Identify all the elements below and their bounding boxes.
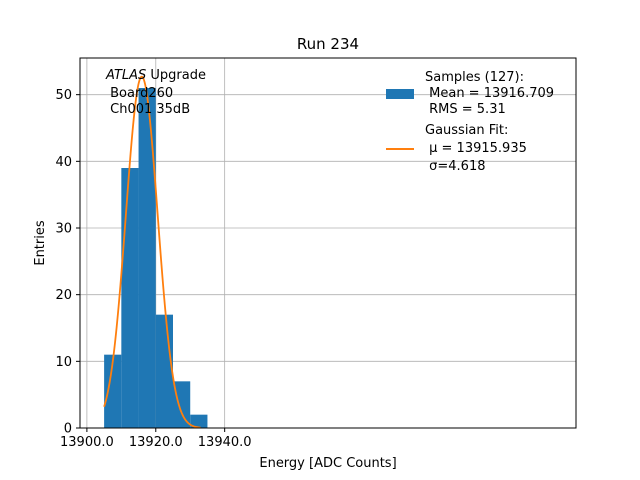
x-tick-label-0: 13900.0 — [60, 435, 114, 450]
gaussian-fit-curve — [103, 75, 201, 429]
y-tick-label-0: 0 — [64, 422, 72, 437]
y-tick-label-1: 10 — [55, 355, 72, 370]
histogram-bar-2 — [138, 88, 156, 428]
histogram-bar-3 — [155, 314, 173, 428]
annotation-line-3: Ch001 35dB — [106, 102, 190, 117]
legend: Samples (127): Mean = 13916.709 RMS = 5.… — [386, 70, 554, 174]
y-axis-label: Entries — [33, 220, 48, 266]
y-tick-label-3: 30 — [55, 222, 72, 237]
y-axis-ticks: 0 10 20 30 40 50 — [55, 88, 80, 437]
legend-samples-line-2: Mean = 13916.709 — [425, 86, 554, 101]
histogram-bar-1 — [121, 168, 139, 428]
legend-fit-line-3: σ=4.618 — [425, 159, 485, 174]
plot-frame — [79, 57, 577, 429]
histogram-bars — [104, 88, 208, 428]
x-axis-label: Energy [ADC Counts] — [259, 456, 396, 471]
legend-samples-line-3: RMS = 5.31 — [425, 102, 506, 117]
gaussian-fit-path — [103, 75, 201, 429]
legend-fit-line-2: μ = 13915.935 — [425, 141, 527, 156]
x-tick-label-2: 13940.0 — [198, 435, 252, 450]
histogram-bar-5 — [190, 414, 208, 428]
histogram-bar-4 — [173, 381, 191, 428]
y-tick-label-4: 40 — [55, 155, 72, 170]
x-tick-label-1: 13920.0 — [129, 435, 183, 450]
legend-fit-line-1: Gaussian Fit: — [425, 123, 508, 138]
y-tick-label-5: 50 — [55, 88, 72, 103]
annotation-line-1-rest: Upgrade — [146, 68, 206, 83]
x-axis-ticks: 13900.0 13920.0 13940.0 — [60, 428, 252, 450]
y-tick-label-2: 20 — [55, 288, 72, 303]
annotation-line-1: ATLAS Upgrade — [105, 68, 206, 83]
legend-samples-line-1: Samples (127): — [425, 70, 524, 85]
annotation-italic-word: ATLAS — [105, 68, 146, 83]
annotation-block: ATLAS Upgrade Board260 Ch001 35dB — [105, 68, 206, 117]
chart-title: Run 234 — [297, 35, 359, 53]
annotation-line-2: Board260 — [106, 86, 173, 101]
histogram-bar-0 — [104, 354, 122, 428]
legend-samples-patch — [386, 89, 414, 99]
